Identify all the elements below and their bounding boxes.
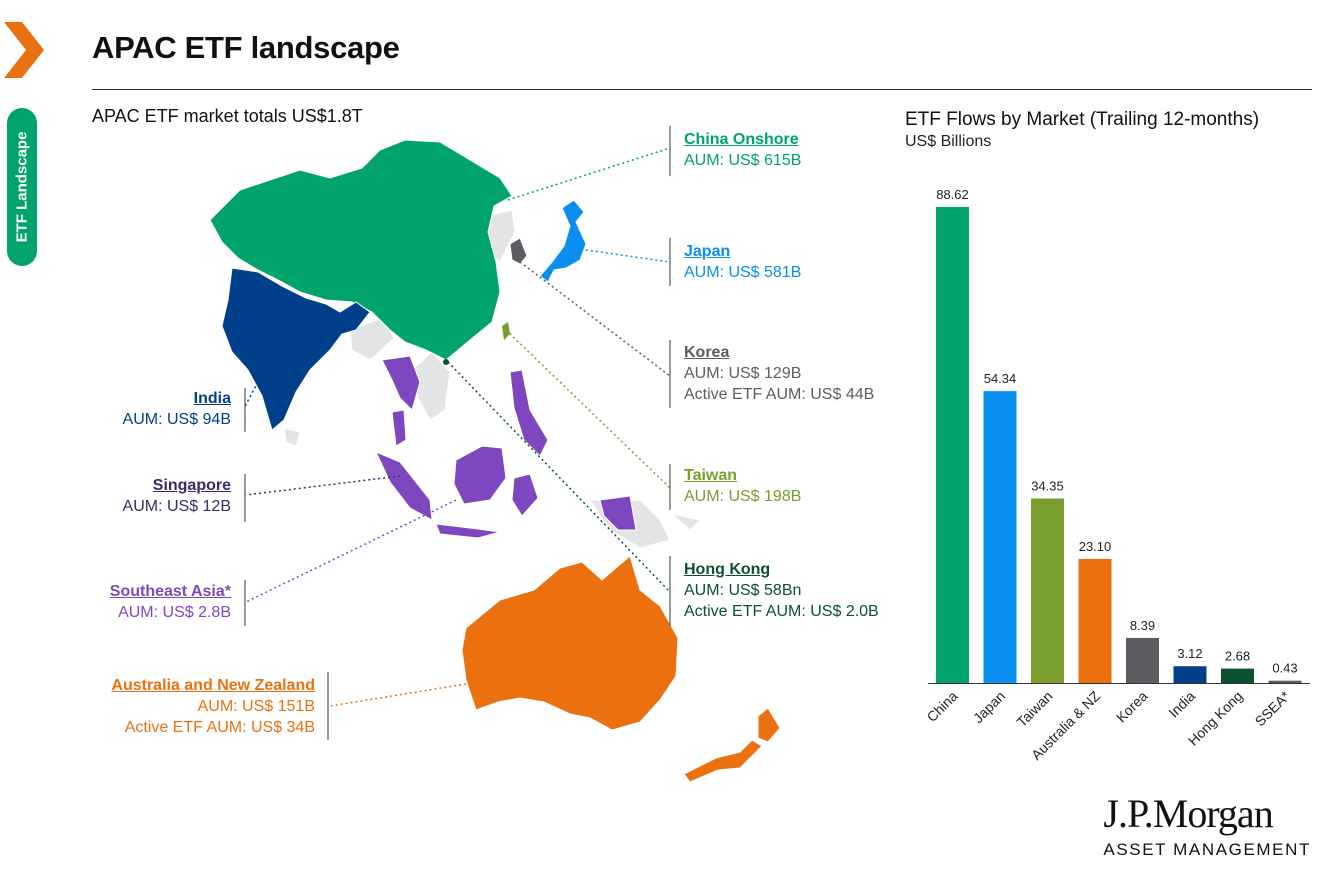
value-label: 2.68	[1225, 649, 1250, 664]
category-label: SSEA*	[1252, 687, 1294, 729]
map-subtitle: APAC ETF market totals US$1.8T	[92, 106, 363, 126]
label-hongkong: Hong Kong AUM: US$ 58Bn Active ETF AUM: …	[684, 559, 879, 622]
market-aum-hongkong: AUM: US$ 58Bn	[684, 582, 802, 599]
leader-japan	[585, 249, 671, 263]
map-new-zealand	[683, 707, 781, 783]
market-active-anz: Active ETF AUM: US$ 34B	[124, 719, 315, 736]
market-name-taiwan[interactable]: Taiwan	[684, 467, 738, 484]
leader-hongkong	[447, 361, 671, 593]
label-taiwan: Taiwan AUM: US$ 198B	[684, 465, 801, 507]
market-aum-seasia: AUM: US$ 2.8B	[118, 604, 231, 621]
value-label: 23.10	[1079, 539, 1112, 554]
bar-japan[interactable]	[983, 391, 1017, 683]
jpmorgan-logo: J.P.Morgan ASSET MANAGEMENT	[1103, 792, 1311, 860]
chart-unit-label: US$ Billions	[905, 133, 992, 150]
value-label: 54.34	[984, 371, 1017, 386]
category-label: Japan	[970, 688, 1008, 726]
market-name-china[interactable]: China Onshore	[684, 131, 799, 148]
leader-china	[507, 147, 671, 201]
etf-flows-bar-chart: 88.62China54.34Japan34.35Taiwan23.10Aust…	[923, 187, 1310, 763]
leader-seasia	[245, 499, 457, 603]
page-title: APAC ETF landscape	[92, 30, 400, 65]
label-southeast-asia: Southeast Asia* AUM: US$ 2.8B	[110, 581, 231, 623]
apac-map	[209, 126, 781, 783]
value-label: 88.62	[936, 187, 969, 202]
market-aum-india: AUM: US$ 94B	[122, 411, 231, 428]
label-japan: Japan AUM: US$ 581B	[684, 241, 801, 283]
value-label: 8.39	[1130, 618, 1155, 633]
label-korea: Korea AUM: US$ 129B Active ETF AUM: US$ …	[684, 342, 874, 405]
chart-title: ETF Flows by Market (Trailing 12-months)	[905, 109, 1260, 130]
bar-india[interactable]	[1173, 666, 1207, 683]
bar-china[interactable]	[936, 207, 969, 683]
map-southeast-asia	[375, 355, 637, 539]
logo-subline: ASSET MANAGEMENT	[1103, 840, 1311, 859]
market-aum-korea: AUM: US$ 129B	[684, 365, 802, 382]
side-section-tab[interactable]: ETF Landscape	[7, 108, 37, 266]
title-divider	[92, 89, 1312, 90]
market-name-korea[interactable]: Korea	[684, 344, 730, 361]
map-china	[209, 139, 513, 361]
label-australia-nz: Australia and New Zealand AUM: US$ 151B …	[111, 675, 315, 738]
map-australia	[461, 555, 679, 731]
leader-taiwan	[505, 329, 671, 489]
map-india	[221, 267, 371, 431]
leader-singapore	[245, 475, 401, 496]
bar-ssea-[interactable]	[1268, 680, 1302, 683]
market-name-seasia[interactable]: Southeast Asia*	[109, 583, 231, 600]
market-name-india[interactable]: India	[193, 390, 231, 407]
leader-korea	[519, 261, 671, 377]
market-name-singapore[interactable]: Singapore	[152, 477, 231, 494]
market-aum-china: AUM: US$ 615B	[684, 152, 802, 169]
brand-chevron-icon	[4, 22, 44, 78]
bar-korea[interactable]	[1126, 637, 1159, 683]
market-name-anz[interactable]: Australia and New Zealand	[111, 677, 315, 694]
market-aum-singapore: AUM: US$ 12B	[122, 498, 231, 515]
leader-india	[243, 381, 259, 409]
label-singapore: Singapore AUM: US$ 12B	[123, 475, 231, 517]
map-korea	[509, 237, 528, 265]
value-label: 0.43	[1272, 661, 1297, 676]
category-label: Taiwan	[1013, 688, 1055, 730]
label-china-onshore: China Onshore AUM: US$ 615B	[684, 129, 801, 171]
category-label: India	[1165, 688, 1198, 721]
market-name-hongkong[interactable]: Hong Kong	[684, 561, 771, 578]
market-aum-anz: AUM: US$ 151B	[197, 698, 315, 715]
logo-wordmark: J.P.Morgan	[1103, 791, 1273, 836]
value-label: 34.35	[1031, 478, 1064, 493]
map-japan	[539, 199, 587, 283]
category-label: Korea	[1113, 688, 1151, 726]
market-name-japan[interactable]: Japan	[684, 243, 731, 260]
bar-hong-kong[interactable]	[1221, 668, 1254, 683]
market-active-hongkong: Active ETF AUM: US$ 2.0B	[684, 603, 879, 620]
bar-australia-nz[interactable]	[1078, 558, 1112, 683]
map-hongkong	[443, 359, 449, 365]
value-label: 3.12	[1177, 646, 1202, 661]
market-aum-taiwan: AUM: US$ 198B	[684, 488, 802, 505]
leader-anz	[329, 683, 467, 707]
market-active-korea: Active ETF AUM: US$ 44B	[684, 386, 875, 403]
market-aum-japan: AUM: US$ 581B	[684, 264, 802, 281]
label-india: India AUM: US$ 94B	[123, 388, 231, 430]
category-label: China	[923, 688, 960, 725]
bar-taiwan[interactable]	[1031, 498, 1064, 683]
